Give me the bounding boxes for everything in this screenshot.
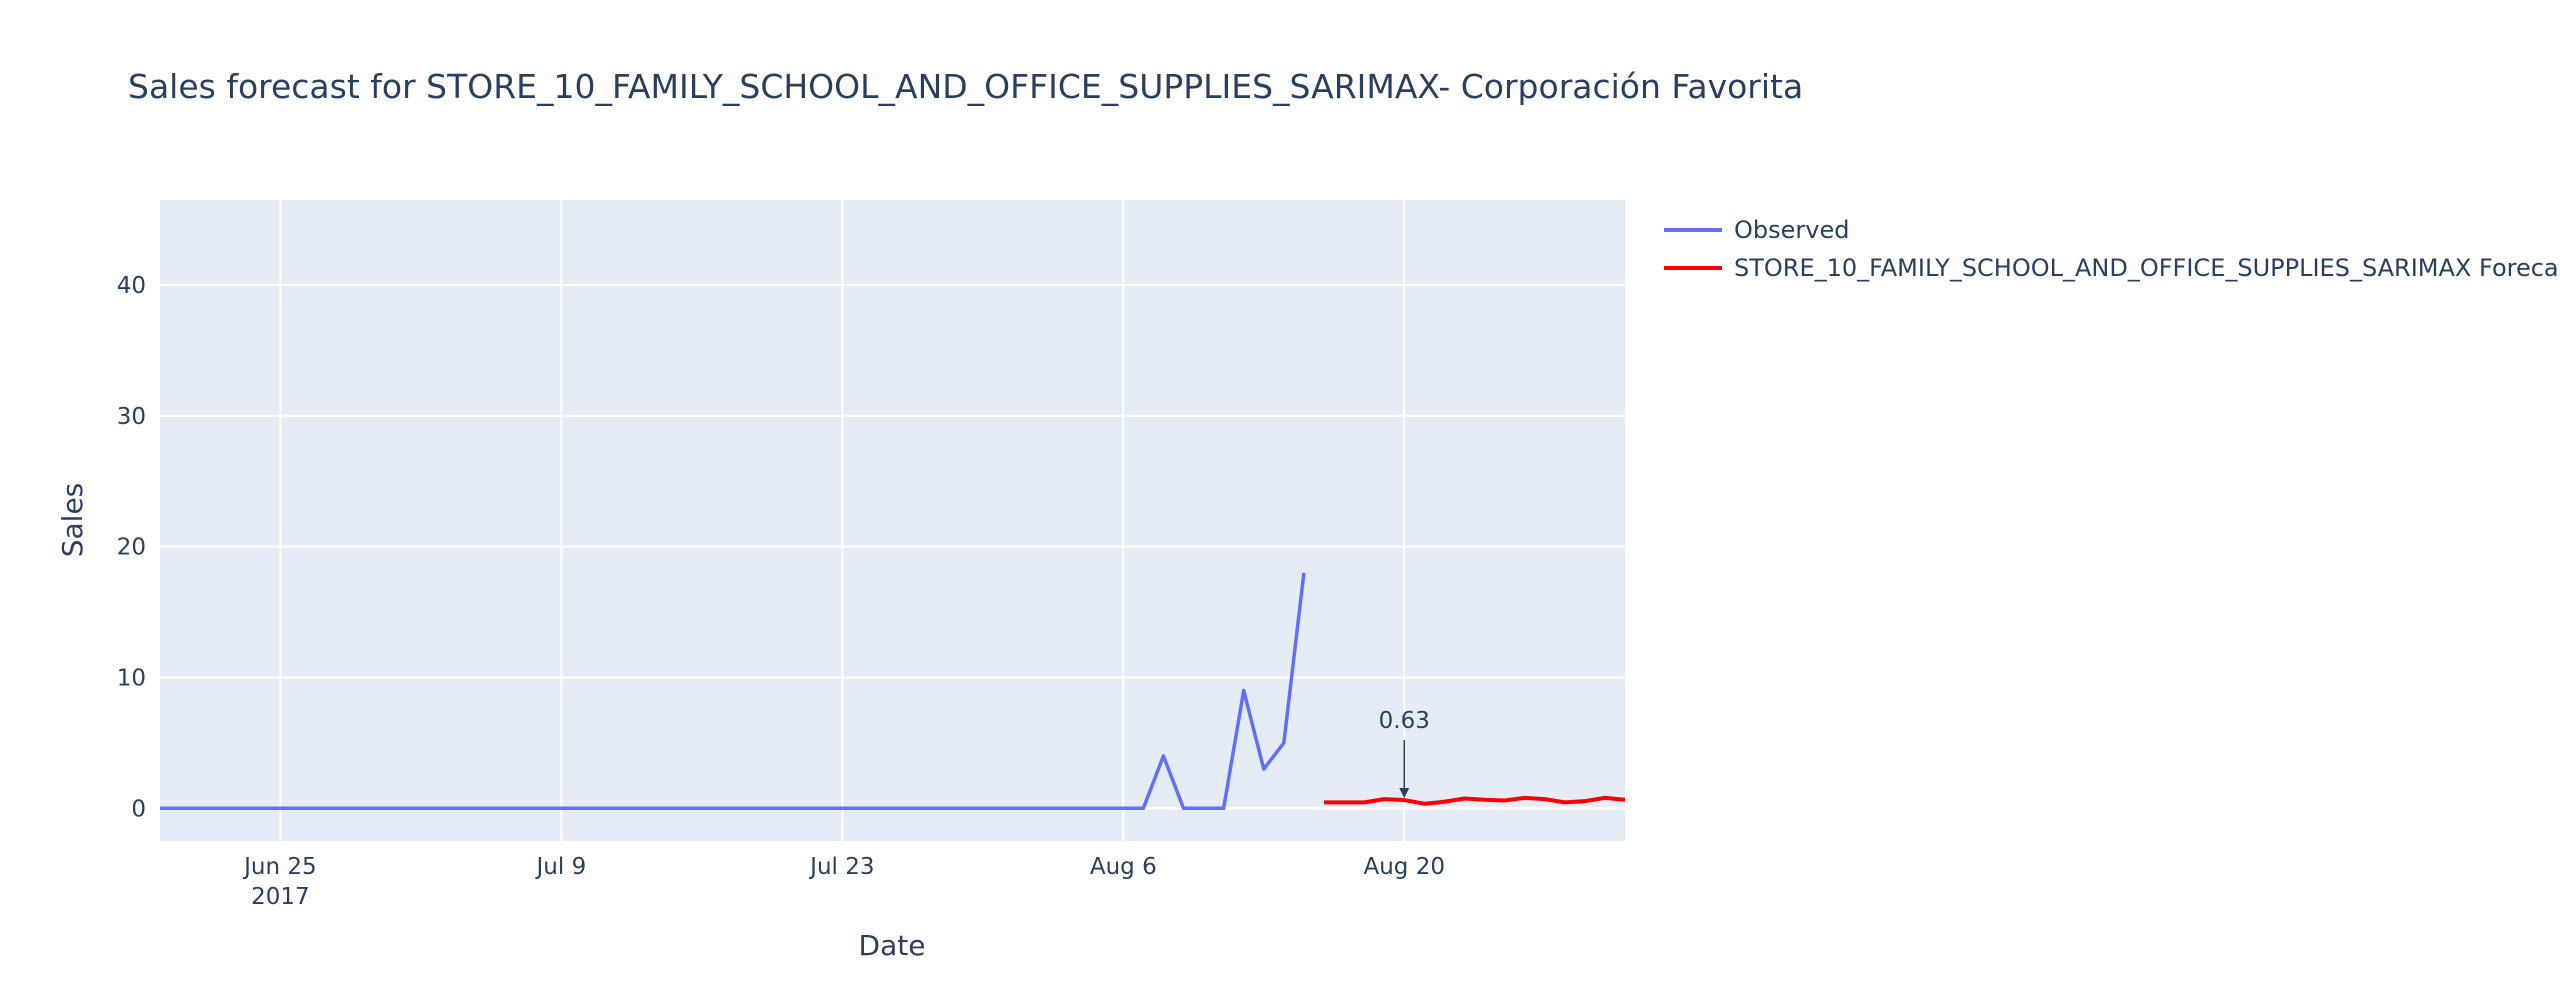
y-tick-label: 10 — [117, 665, 146, 691]
x-tick-label: Jun 25 — [242, 854, 317, 880]
series-layer — [160, 572, 1625, 811]
observed-series-line — [160, 572, 1306, 811]
x-axis-ticks: Jun 25 2017 Jul 9 Jul 23 Aug 6 Aug 20 — [242, 854, 1445, 910]
y-axis-ticks: 0 10 20 30 40 — [117, 273, 146, 822]
x-tick-label: Jul 9 — [535, 854, 587, 880]
y-tick-label: 30 — [117, 404, 146, 430]
plot-area — [160, 200, 1625, 841]
chart-title: Sales forecast for STORE_10_FAMILY_SCHOO… — [128, 67, 1803, 106]
x-tick-year-label: 2017 — [251, 884, 310, 910]
forecast-series-line — [1323, 795, 1625, 806]
legend[interactable]: Observed STORE_10_FAMILY_SCHOOL_AND_OFFIC… — [1664, 216, 2560, 282]
annotation-label: 0.63 — [1379, 708, 1430, 734]
y-axis-title: Sales — [56, 483, 89, 558]
y-tick-label: 0 — [131, 796, 146, 822]
y-tick-label: 40 — [117, 273, 146, 299]
legend-item-label[interactable]: STORE_10_FAMILY_SCHOOL_AND_OFFICE_SUPPLI… — [1734, 254, 2560, 282]
x-tick-label: Aug 6 — [1090, 854, 1157, 880]
annotation-arrow-head — [1399, 788, 1410, 799]
x-axis-title: Date — [859, 929, 926, 962]
legend-item-label[interactable]: Observed — [1734, 216, 1849, 244]
y-tick-label: 20 — [117, 535, 146, 561]
x-tick-label: Aug 20 — [1363, 854, 1445, 880]
annotations: 0.63 — [1379, 708, 1430, 799]
x-tick-label: Jul 23 — [808, 854, 874, 880]
